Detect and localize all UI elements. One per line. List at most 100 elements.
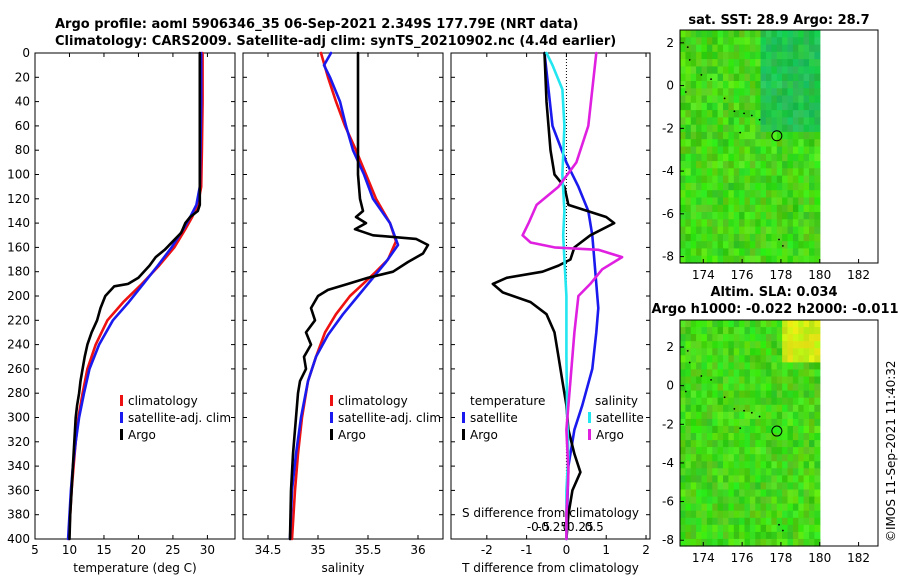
map-cell <box>744 404 751 413</box>
map-cell <box>723 226 729 235</box>
map-cell <box>814 348 821 356</box>
map-cell <box>680 461 686 469</box>
map-cell <box>680 66 686 75</box>
map-cell <box>744 517 751 526</box>
map-cell <box>771 95 778 104</box>
map-cell <box>803 327 810 335</box>
map-cell <box>728 182 735 191</box>
map-cell <box>690 88 697 97</box>
map-cell <box>723 355 729 363</box>
x-tick-label: 15 <box>96 543 111 557</box>
map-cell <box>755 482 762 491</box>
map-cell <box>792 241 799 250</box>
map-cell <box>782 404 789 413</box>
x-tick-label: 176 <box>731 551 754 565</box>
map-cell <box>712 404 719 413</box>
map-cell <box>776 59 783 67</box>
map-cell <box>685 102 692 111</box>
map-cell <box>776 334 783 342</box>
map-cell <box>701 334 708 342</box>
map-cell <box>717 153 724 162</box>
map-cell <box>717 37 724 46</box>
map-cell <box>696 447 703 455</box>
map-cell <box>723 30 729 38</box>
map-cell <box>717 110 724 118</box>
map-cell <box>723 110 729 118</box>
map-cell <box>749 190 756 199</box>
island-dot <box>739 131 742 134</box>
map-cell <box>723 327 729 335</box>
map-cell <box>776 131 783 140</box>
map-cell <box>782 468 789 476</box>
y-tick-label: 20 <box>15 70 30 84</box>
map-cell <box>787 447 794 455</box>
map-cell <box>755 454 762 462</box>
map-cell <box>739 117 746 126</box>
map-cell <box>723 102 729 111</box>
map-cell <box>760 37 767 46</box>
map-cell <box>766 362 772 371</box>
map-cell <box>798 59 805 67</box>
map-cell <box>776 219 783 228</box>
map-cell <box>717 468 724 476</box>
map-cell <box>733 433 740 441</box>
map-cell <box>787 510 794 519</box>
map-cell <box>787 538 794 547</box>
legend-salinity-satellite: satellite <box>596 411 644 425</box>
map-cell <box>690 212 697 220</box>
y-tick-label: 240 <box>7 338 30 352</box>
map-cell <box>739 212 746 220</box>
map-cell <box>717 355 724 363</box>
map-cell <box>733 153 740 162</box>
map-cell <box>814 510 821 519</box>
map-cell <box>690 51 697 60</box>
map-cell <box>755 131 762 140</box>
map-cell <box>792 440 799 448</box>
map-cell <box>728 66 735 75</box>
map-cell <box>712 489 719 498</box>
map-cell <box>814 81 821 89</box>
map-cell <box>685 161 692 169</box>
map-cell <box>771 175 778 184</box>
map-cell <box>690 255 697 264</box>
map-cell <box>792 161 799 169</box>
map-cell <box>717 482 724 491</box>
map-cell <box>690 66 697 75</box>
map-cell <box>760 418 767 427</box>
map-cell <box>712 376 719 385</box>
map-cell <box>717 369 724 378</box>
map-cell <box>787 153 794 162</box>
map-cell <box>701 168 708 177</box>
map-cell <box>782 433 789 441</box>
map-cell <box>712 197 719 206</box>
map-cell <box>803 117 810 126</box>
map-cell <box>696 369 703 378</box>
map-cell <box>766 383 772 392</box>
map-cell <box>728 161 735 169</box>
island-dot <box>733 407 736 410</box>
map-cell <box>690 219 697 228</box>
map-cell <box>706 355 713 363</box>
map-cell <box>782 320 789 328</box>
map-cell <box>680 433 686 441</box>
map-cell <box>766 475 772 484</box>
map-cell <box>728 411 735 420</box>
map-cell <box>760 226 767 235</box>
map-cell <box>680 320 686 328</box>
map-cell <box>803 461 810 469</box>
map-cell <box>690 161 697 169</box>
map-cell <box>690 204 697 213</box>
map-cell <box>723 51 729 60</box>
map-cell <box>776 153 783 162</box>
map-cell <box>696 161 703 169</box>
map-cell <box>776 226 783 235</box>
map-cell <box>760 153 767 162</box>
map-cell <box>728 390 735 399</box>
map-cell <box>755 197 762 206</box>
map-cell <box>733 146 740 155</box>
map-cell <box>792 117 799 126</box>
map-cell <box>680 37 686 46</box>
map-cell <box>787 334 794 342</box>
map-cell <box>766 117 772 126</box>
map-cell <box>690 226 697 235</box>
